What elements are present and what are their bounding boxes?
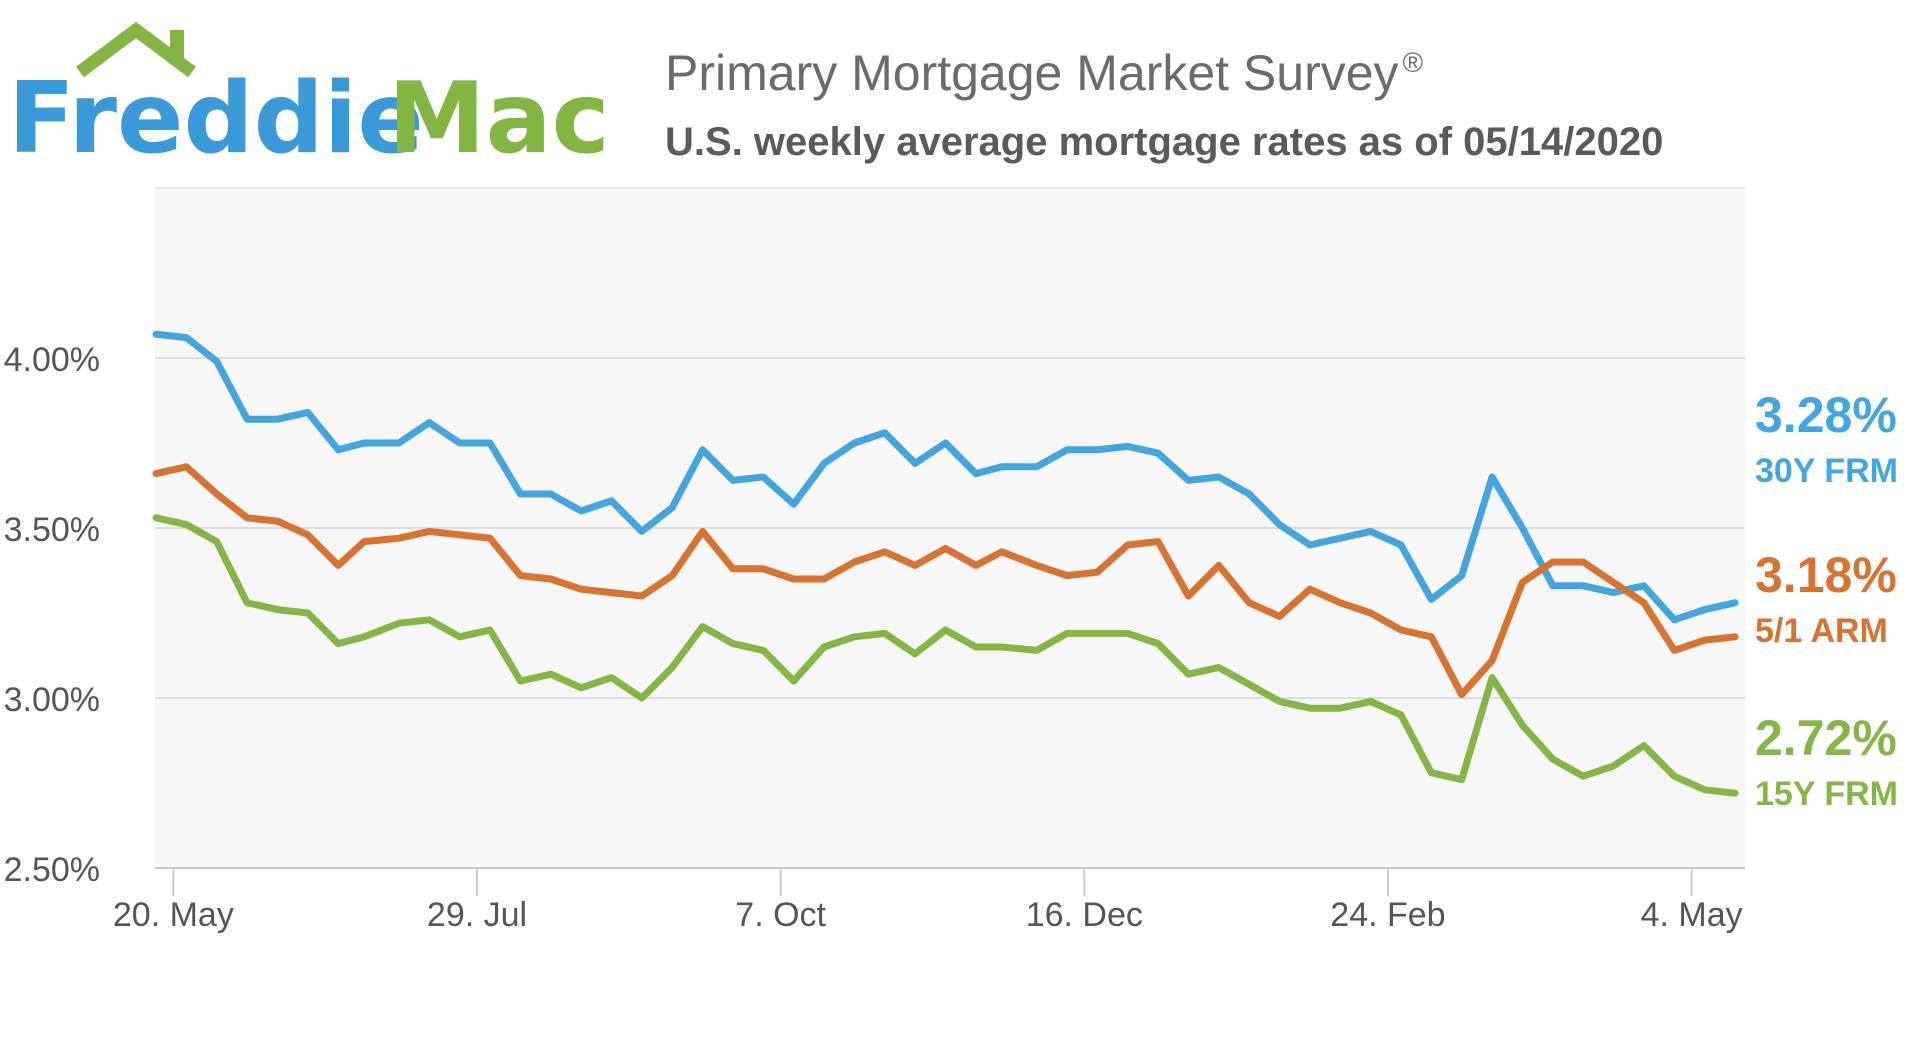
legend-label-30y-frm: 30Y FRM	[1755, 452, 1898, 490]
end-value-5-1-arm: 3.18%	[1755, 547, 1897, 603]
x-tick-label: 20. May	[113, 896, 234, 934]
y-tick-label: 3.50%	[4, 511, 100, 549]
x-tick-label: 4. May	[1641, 896, 1743, 934]
x-tick-label: 16. Dec	[1026, 896, 1143, 934]
end-value-30y-frm: 3.28%	[1755, 387, 1897, 443]
x-tick-label: 7. Oct	[735, 896, 826, 934]
series-line-30y-frm	[152, 330, 1739, 624]
y-tick-label: 2.50%	[4, 851, 100, 889]
series-end-labels: 3.28% 30Y FRM 3.18% 5/1 ARM 2.72% 15Y FRM	[1755, 387, 1898, 813]
x-axis: 20. May 29. Jul 7. Oct 16. Dec 24. Feb 4. May	[113, 868, 1743, 934]
chart-title: Primary Mortgage Market Survey ®	[665, 45, 1424, 101]
y-axis: 2.50% 3.00% 3.50% 4.00%	[4, 341, 100, 889]
series-line-15y-frm	[152, 514, 1739, 797]
legend-label-5-1-arm: 5/1 ARM	[1755, 612, 1888, 650]
y-tick-label: 3.00%	[4, 681, 100, 719]
registered-mark: ®	[1403, 47, 1424, 78]
logo-word-mac: Mac	[388, 62, 610, 176]
logo-word-freddie: Freddie	[8, 62, 424, 176]
series-line-5-1-arm	[152, 463, 1739, 699]
logo-chimney-icon	[170, 30, 184, 62]
series-lines	[152, 330, 1739, 797]
x-tick-label: 24. Feb	[1330, 896, 1445, 934]
chart-title-text: Primary Mortgage Market Survey	[665, 45, 1399, 101]
freddie-mac-logo: Freddie Mac	[8, 21, 610, 176]
end-value-15y-frm: 2.72%	[1755, 710, 1897, 766]
legend-label-15y-frm: 15Y FRM	[1755, 775, 1898, 813]
chart-subtitle: U.S. weekly average mortgage rates as of…	[665, 120, 1663, 164]
y-tick-label: 4.00%	[4, 341, 100, 379]
x-tick-label: 29. Jul	[427, 896, 527, 934]
